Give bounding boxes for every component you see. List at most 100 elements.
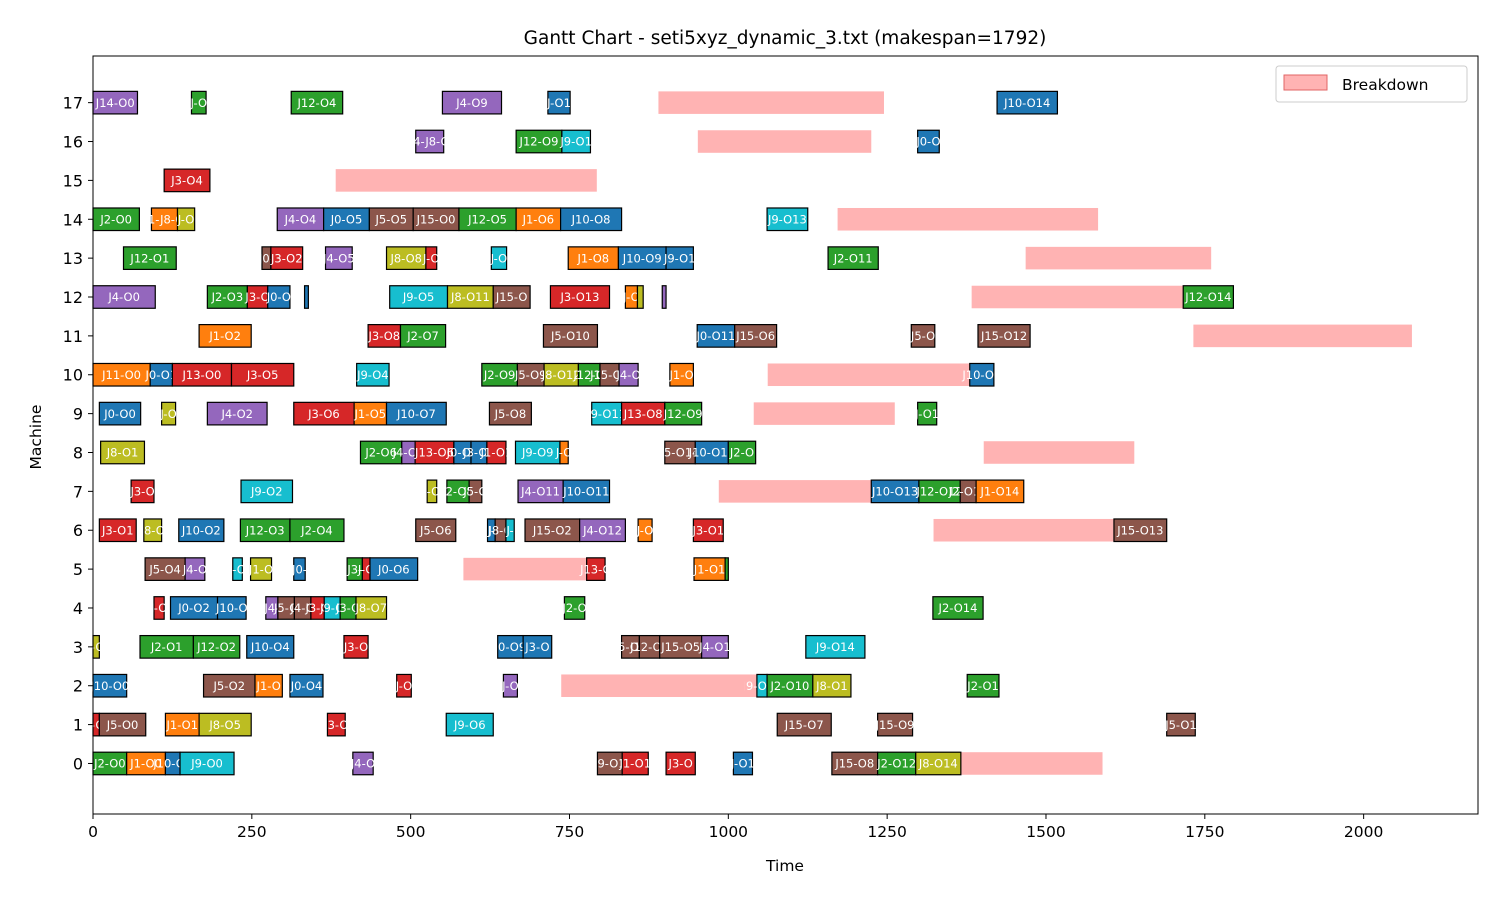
task-bar-group: J8-O5 bbox=[198, 712, 252, 737]
task-label: J0- bbox=[291, 562, 307, 576]
task-bar-group: J0-O0 bbox=[98, 401, 142, 426]
task-label: J2-O7 bbox=[406, 329, 439, 343]
task-bar-group: J2-O bbox=[561, 596, 587, 620]
task-bar-group: J9-O13 bbox=[766, 207, 809, 232]
task-label: J-O bbox=[177, 212, 195, 226]
task-bar bbox=[1182, 285, 1235, 309]
task-bar-group: J5-O bbox=[462, 479, 488, 504]
task-label: J0-O1 bbox=[145, 368, 178, 382]
task-bar bbox=[977, 324, 1031, 348]
task-label: J3-O bbox=[129, 485, 154, 499]
breakdown-bar bbox=[1193, 324, 1412, 348]
task-bar bbox=[734, 324, 778, 348]
task-label: J2-O bbox=[729, 446, 754, 460]
task-bar bbox=[289, 518, 345, 543]
task-label: J1-O2 bbox=[208, 329, 241, 343]
task-bar-group: J4-O bbox=[615, 362, 641, 387]
task-bar-group: J2-O0 bbox=[92, 751, 128, 776]
task-label: J0-O2 bbox=[177, 601, 210, 615]
task-bar-group: J10-O0 bbox=[89, 673, 129, 698]
x-tick-label: 0 bbox=[88, 823, 98, 841]
y-tick-label: 15 bbox=[63, 171, 83, 190]
task-bar bbox=[561, 129, 592, 154]
task-bar-group: J5-O8 bbox=[488, 401, 532, 426]
y-tick-label: 0 bbox=[73, 754, 83, 773]
task-bar-group: J9-O1 bbox=[559, 129, 592, 154]
task-label: J2-O14 bbox=[938, 601, 978, 615]
task-label: J11-O0 bbox=[101, 368, 141, 382]
task-bar-group: J9-O4 bbox=[356, 362, 390, 387]
task-label: J5-O2 bbox=[213, 679, 246, 693]
y-tick-label: 3 bbox=[73, 638, 83, 657]
task-bar-group: J12-O12 bbox=[915, 479, 963, 504]
y-tick-label: 17 bbox=[63, 94, 83, 113]
task-label: J10-O14 bbox=[1003, 96, 1050, 110]
task-bar bbox=[1166, 712, 1196, 737]
x-tick-label: 2000 bbox=[1344, 823, 1383, 841]
task-label: J1-O bbox=[669, 368, 694, 382]
task-bar bbox=[727, 440, 757, 465]
task-bar bbox=[488, 401, 532, 426]
task-label: J2-O0 bbox=[99, 212, 132, 226]
task-bar-group: J-O1 bbox=[546, 90, 571, 115]
task-bar-group: J0-O5 bbox=[323, 207, 370, 232]
task-bar-group: J5-O5 bbox=[368, 207, 414, 232]
task-bar bbox=[812, 673, 852, 698]
task-label: J14-O0 bbox=[95, 96, 135, 110]
task-label: J8-O7 bbox=[354, 601, 387, 615]
breakdown-bar bbox=[1025, 246, 1212, 270]
task-bar-group: J11-O0 bbox=[92, 362, 151, 387]
task-bar-group: J0-O bbox=[266, 285, 291, 309]
task-label: J-O bbox=[490, 251, 508, 265]
task-bar-group: J8-O1 bbox=[812, 673, 852, 698]
task-label: J5-O10 bbox=[550, 329, 590, 343]
task-bar bbox=[665, 246, 694, 271]
task-bar bbox=[486, 440, 507, 465]
task-bar-group: J13-O8 bbox=[620, 401, 666, 426]
task-bar-group: J5-O4 bbox=[144, 557, 186, 581]
task-bar-group: J-O bbox=[150, 596, 167, 620]
task-label: J9-O1 bbox=[593, 757, 626, 771]
task-bar-group: J1-O1 bbox=[618, 751, 651, 776]
task-label: J9-O6 bbox=[453, 718, 486, 732]
task-bar-group: J10-O11 bbox=[562, 479, 611, 504]
task-bar-group: J3-O bbox=[323, 712, 348, 737]
task-label: J4-O bbox=[615, 368, 640, 382]
task-label: J4-O bbox=[350, 757, 375, 771]
task-bar-group: J1-O1 bbox=[164, 712, 200, 737]
task-label: J-O bbox=[555, 446, 573, 460]
task-bar bbox=[289, 673, 324, 698]
task-label: J4-O11 bbox=[520, 485, 560, 499]
breakdown-bar bbox=[335, 169, 597, 192]
task-bar-group: J3- bbox=[346, 557, 363, 581]
task-label: J3-O bbox=[335, 601, 360, 615]
task-bar bbox=[290, 90, 344, 115]
task-label: J3-O6 bbox=[307, 407, 340, 421]
task-bar-group: J13-O0 bbox=[171, 362, 233, 387]
task-bar-group: J9-O11 bbox=[586, 401, 626, 426]
task-label: J9-O11 bbox=[586, 407, 626, 421]
task-label: J1-O8 bbox=[577, 251, 610, 265]
task-bar-group bbox=[303, 285, 309, 309]
task-bar-group: J15-O6 bbox=[734, 324, 778, 348]
plot-frame bbox=[92, 55, 1479, 815]
task-label: J10-O bbox=[215, 601, 248, 615]
task-bar bbox=[579, 518, 626, 543]
task-bar bbox=[877, 712, 914, 737]
task-bar-group: J2-O14 bbox=[932, 596, 984, 620]
task-bar-group: J2-O11 bbox=[827, 246, 879, 271]
task-bar-group: J9-O bbox=[319, 596, 344, 620]
task-label: J-O1 bbox=[914, 407, 939, 421]
task-bar-group: J12-O4 bbox=[290, 90, 344, 115]
task-label: J8-O5 bbox=[208, 718, 241, 732]
task-bar-group: J8-O1 bbox=[100, 440, 146, 465]
task-label: J3-O4 bbox=[170, 174, 203, 188]
task-bar-group: J0-O2 bbox=[169, 596, 219, 620]
task-label: J3-O1 bbox=[101, 523, 134, 537]
y-tick-label: 8 bbox=[73, 443, 83, 462]
task-label: J15-O2 bbox=[532, 523, 572, 537]
task-label: J0-O6 bbox=[446, 446, 479, 460]
breakdown-layer bbox=[335, 91, 1412, 775]
task-label: J5-O bbox=[273, 601, 298, 615]
task-label: J2-O1 bbox=[966, 679, 999, 693]
